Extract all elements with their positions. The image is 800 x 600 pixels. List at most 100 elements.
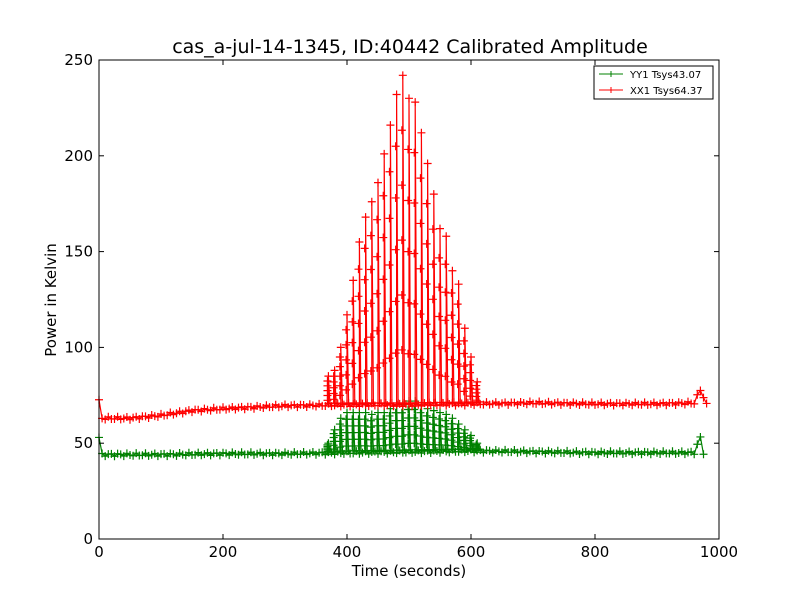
data-point-marker	[385, 433, 394, 442]
data-point-marker	[428, 413, 437, 422]
data-point-marker	[335, 391, 344, 400]
data-point-marker	[354, 292, 363, 301]
data-point-marker	[690, 450, 699, 459]
data-point-marker	[428, 427, 437, 436]
data-point-marker	[336, 343, 345, 352]
legend-box	[593, 65, 714, 100]
data-point-marker	[405, 94, 413, 103]
data-point-marker	[466, 368, 475, 377]
data-point-marker	[391, 193, 400, 202]
data-point-marker	[335, 352, 344, 361]
data-point-marker	[453, 424, 462, 433]
data-point-marker	[467, 352, 475, 361]
data-point-marker	[410, 430, 419, 439]
y-tick-label: 250	[64, 51, 93, 69]
data-point-marker	[397, 408, 406, 417]
y-tick-label: 0	[83, 530, 93, 548]
legend-marker-xx1	[608, 87, 614, 93]
data-point-marker	[699, 393, 708, 402]
data-point-marker	[323, 376, 332, 385]
data-point-marker	[441, 372, 450, 381]
y-tick-label: 100	[64, 338, 93, 356]
data-point-marker	[416, 432, 425, 441]
data-point-marker	[342, 355, 351, 364]
data-point-marker	[354, 346, 363, 355]
x-tick-label: 200	[209, 543, 238, 561]
data-point-marker	[342, 370, 351, 379]
data-point-marker	[422, 280, 431, 289]
data-point-marker	[422, 360, 431, 369]
data-point-marker	[416, 408, 425, 417]
data-point-marker	[335, 362, 344, 371]
data-point-marker	[696, 432, 705, 441]
data-point-marker	[693, 390, 702, 399]
data-point-marker	[335, 420, 344, 429]
y-tick-label: 50	[74, 434, 93, 452]
data-point-marker	[428, 225, 437, 234]
data-point-marker	[428, 365, 437, 374]
data-point-marker	[410, 350, 419, 359]
series-yy1	[95, 397, 708, 461]
data-point-marker	[473, 377, 482, 386]
series-line	[98, 75, 708, 421]
data-point-marker	[379, 359, 388, 368]
data-point-marker	[429, 190, 438, 199]
data-point-marker	[466, 384, 475, 393]
data-point-marker	[410, 413, 419, 422]
data-point-marker	[366, 333, 375, 342]
data-point-marker	[348, 380, 357, 389]
data-point-marker	[354, 373, 363, 382]
data-point-marker	[404, 247, 413, 256]
data-point-marker	[354, 265, 363, 274]
y-tick-label: 150	[64, 243, 93, 261]
data-point-marker	[366, 299, 375, 308]
data-point-marker	[422, 199, 431, 208]
data-point-marker	[422, 418, 431, 427]
data-point-marker	[702, 399, 711, 408]
data-point-marker	[397, 291, 406, 300]
data-point-marker	[379, 317, 388, 326]
data-point-marker	[441, 416, 450, 425]
data-point-marker	[416, 310, 425, 319]
data-point-marker	[447, 377, 456, 386]
data-point-marker	[417, 128, 426, 137]
data-point-marker	[436, 408, 444, 417]
data-point-marker	[436, 224, 444, 233]
data-point-marker	[428, 420, 437, 429]
data-point-marker	[342, 340, 351, 349]
data-point-marker	[360, 306, 369, 315]
x-tick-label: 1000	[700, 543, 738, 561]
data-point-marker	[435, 341, 444, 350]
data-point-marker	[360, 338, 369, 347]
data-point-marker	[435, 415, 444, 424]
data-point-marker	[416, 219, 425, 228]
y-axis: 0 50 100 150 200 250	[64, 51, 719, 548]
data-point-marker	[397, 236, 406, 245]
data-point-marker	[335, 381, 344, 390]
series-xx1	[95, 71, 711, 424]
data-point-marker	[385, 261, 394, 270]
data-point-marker	[348, 338, 357, 347]
data-point-marker	[336, 414, 345, 423]
data-point-marker	[442, 410, 451, 419]
data-point-marker	[448, 414, 457, 423]
data-point-marker	[453, 360, 462, 369]
data-point-marker	[447, 419, 456, 428]
data-point-marker	[447, 333, 456, 342]
data-point-marker	[379, 191, 388, 200]
data-point-marker	[453, 320, 462, 329]
plot-frame	[98, 59, 720, 540]
x-axis-title: Time (seconds)	[351, 562, 467, 580]
data-point-marker	[391, 142, 400, 151]
legend-marker-yy1	[608, 71, 614, 77]
data-point-marker	[428, 260, 437, 269]
data-point-marker	[397, 440, 406, 449]
data-point-marker	[423, 159, 432, 168]
data-point-marker	[373, 215, 382, 224]
data-point-marker	[373, 326, 382, 335]
data-point-marker	[397, 181, 406, 190]
data-point-marker	[385, 354, 394, 363]
data-point-marker	[391, 297, 400, 306]
data-point-marker	[441, 344, 450, 353]
data-point-marker	[329, 429, 338, 438]
